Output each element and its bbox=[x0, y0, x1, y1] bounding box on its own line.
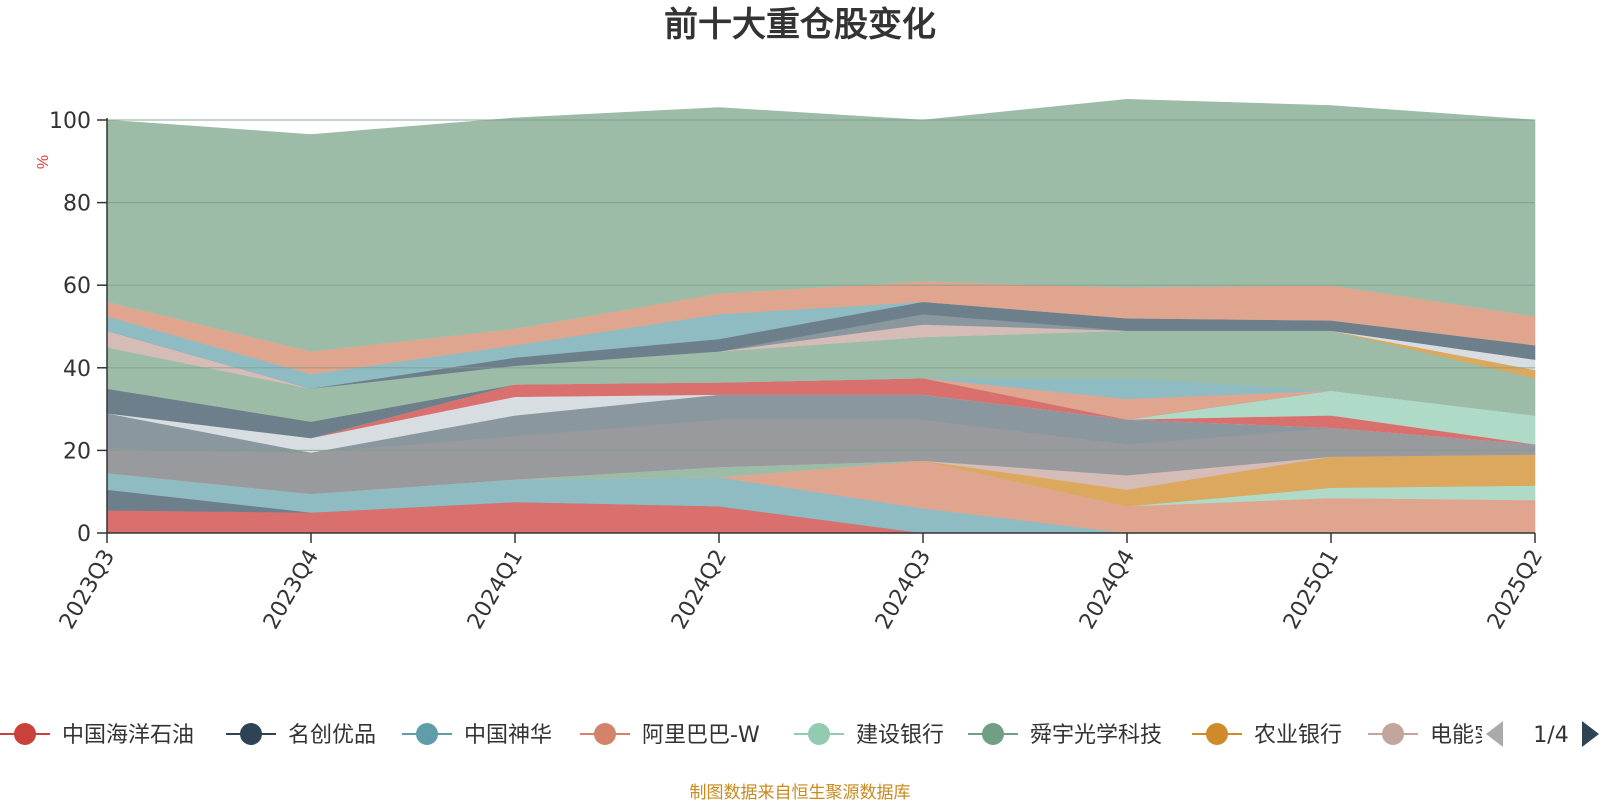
legend-marker bbox=[1206, 723, 1228, 745]
legend-marker bbox=[14, 723, 36, 745]
legend-label: 电能实业 bbox=[1430, 723, 1518, 748]
legend-label: 名创优品 bbox=[288, 723, 376, 748]
y-tick-label: 20 bbox=[63, 439, 91, 464]
legend-marker bbox=[982, 723, 1004, 745]
x-tick-label: 2024Q1 bbox=[463, 546, 528, 634]
legend-item-0[interactable]: 中国海洋石油 bbox=[0, 723, 194, 748]
legend-marker bbox=[1382, 723, 1404, 745]
chart-title: 前十大重仓股变化 bbox=[664, 5, 936, 45]
data-source-note: 制图数据来自恒生聚源数据库 bbox=[689, 783, 911, 803]
legend-item-7[interactable]: 电能实业 bbox=[1368, 723, 1518, 748]
legend-prev-arrow-icon[interactable] bbox=[1486, 721, 1503, 747]
legend-item-1[interactable]: 名创优品 bbox=[226, 723, 376, 748]
y-tick-label: 60 bbox=[63, 274, 91, 299]
legend-next-arrow-icon[interactable] bbox=[1582, 721, 1599, 747]
x-tick-label: 2023Q4 bbox=[259, 546, 324, 634]
legend-label: 建设银行 bbox=[856, 723, 944, 748]
y-axis-label: % bbox=[35, 155, 52, 169]
legend-marker bbox=[240, 723, 262, 745]
legend-label: 中国神华 bbox=[464, 723, 552, 748]
x-tick-label: 2024Q4 bbox=[1075, 546, 1140, 634]
y-tick-label: 0 bbox=[77, 522, 91, 547]
x-tick-label: 2024Q3 bbox=[871, 546, 936, 634]
x-tick-label: 2023Q3 bbox=[55, 546, 120, 634]
legend-label: 阿里巴巴-W bbox=[642, 723, 760, 748]
area-series-25 bbox=[106, 98, 1536, 352]
legend: 中国海洋石油 名创优品 中国神华 阿里巴巴-W 建设银行 舜宇光学科技 农业银行 电能实业 1/… bbox=[0, 721, 1599, 748]
x-tick-label: 2025Q2 bbox=[1483, 546, 1548, 634]
gridlines bbox=[107, 119, 1535, 451]
legend-item-2[interactable]: 中国神华 bbox=[402, 723, 552, 748]
legend-label: 舜宇光学科技 bbox=[1030, 723, 1162, 748]
y-tick-label: 40 bbox=[63, 357, 91, 382]
legend-label: 中国海洋石油 bbox=[62, 723, 194, 748]
legend-item-3[interactable]: 阿里巴巴-W bbox=[580, 723, 760, 748]
legend-marker bbox=[808, 723, 830, 745]
x-tick-label: 2024Q2 bbox=[667, 546, 732, 634]
x-tick-label: 2025Q1 bbox=[1279, 546, 1344, 634]
legend-label: 农业银行 bbox=[1254, 723, 1342, 748]
legend-marker bbox=[416, 723, 438, 745]
y-tick-label: 80 bbox=[63, 192, 91, 217]
legend-item-6[interactable]: 农业银行 bbox=[1192, 723, 1342, 748]
y-tick-label: 100 bbox=[49, 109, 91, 134]
legend-marker bbox=[594, 723, 616, 745]
legend-page-indicator: 1/4 bbox=[1533, 723, 1568, 748]
legend-item-5[interactable]: 舜宇光学科技 bbox=[968, 723, 1162, 748]
legend-item-4[interactable]: 建设银行 bbox=[794, 723, 944, 748]
legend-items: 中国海洋石油 名创优品 中国神华 阿里巴巴-W 建设银行 舜宇光学科技 农业银行 电能实业 bbox=[0, 723, 1518, 748]
plot-area bbox=[106, 98, 1536, 534]
